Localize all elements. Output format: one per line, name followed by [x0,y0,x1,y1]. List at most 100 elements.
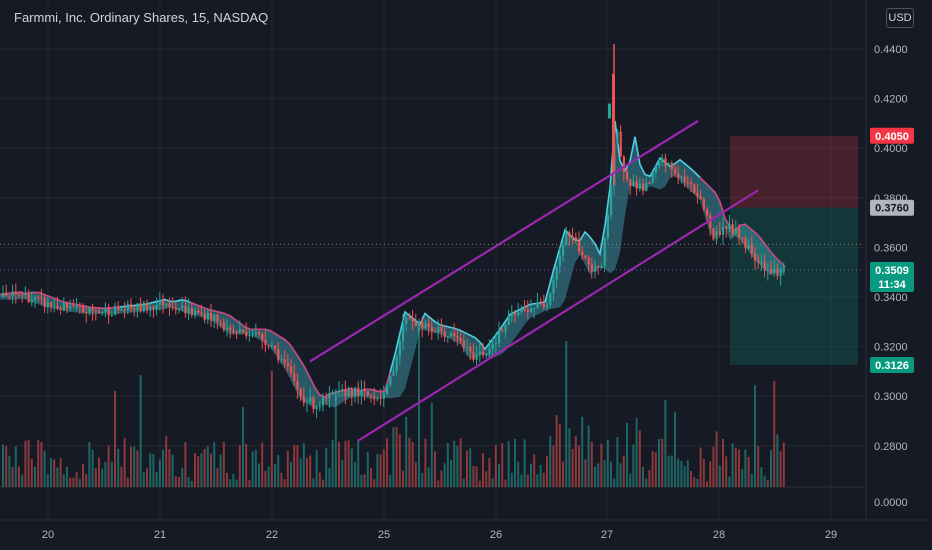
candle-body [731,224,734,235]
volume-bar [712,446,715,487]
volume-bar [539,465,542,487]
candle-body [482,351,485,356]
volume-bar [696,478,699,487]
candle-body [670,163,673,169]
candle-body [616,131,619,145]
volume-bar [136,450,139,487]
candle-body [213,314,216,321]
volume-bar [139,375,142,487]
volume-bar [699,447,702,487]
volume-bar [405,417,408,487]
candle-body [706,209,709,216]
candle-body [395,356,398,371]
candle-body [466,347,469,349]
candle-body [216,314,219,322]
candle-body [421,321,424,329]
candle-body [664,158,667,166]
volume-bar [222,441,225,487]
volume-bar [619,463,622,487]
volume-bar [11,467,14,487]
volume-bar [680,461,683,487]
candle-body [619,131,622,157]
volume-bar [155,471,158,487]
volume-bar [382,449,385,487]
volume-bar [510,472,513,487]
candle-body [581,251,584,256]
candle-body [725,226,728,229]
candle-body [469,347,472,352]
candle-body [254,332,257,335]
candle-body [709,215,712,229]
volume-bar [667,455,670,487]
candle-body [8,295,11,297]
volume-bar [290,462,292,487]
volume-bar [165,436,168,487]
volume-bar [494,445,497,487]
volume-bar [171,454,174,487]
candle-body [30,299,33,303]
y-tick-label: 0.3600 [874,242,908,254]
volume-bar [757,445,760,487]
volume-bar [744,449,747,487]
volume-bar [398,434,401,487]
candle-body [507,316,510,325]
candle-body [584,255,587,258]
candle-body [549,293,552,305]
volume-bar [773,380,776,487]
volume-bar [162,449,164,487]
volume-bar [709,461,712,487]
target-price-tag-bg [870,356,914,373]
volume-bar [254,449,257,487]
candle-body [443,331,446,337]
candle-body [485,353,488,356]
volume-bar [190,480,193,487]
candle-body [229,327,232,331]
y-tick-label: 0.2800 [874,441,908,453]
volume-bar [488,458,491,487]
volume-bar [674,411,676,487]
candle-body [782,268,785,270]
volume-bar [661,438,664,487]
volume-bar [741,469,744,487]
volume-bar [437,480,440,487]
volume-bar [664,399,667,487]
candle-body [693,184,696,193]
candle-body [606,215,609,239]
candle-body [411,318,414,322]
x-tick-label: 28 [713,529,725,541]
volume-bar [622,455,625,487]
volume-bar [123,437,126,487]
volume-bar [114,391,116,487]
volume-bar [456,445,459,487]
volume-bar [152,453,155,487]
candle-body [174,307,177,310]
candle-body [258,332,261,334]
y-tick-label: 0.3000 [874,391,908,403]
volume-bar [706,481,708,487]
volume-bar [738,449,740,487]
volume-bar [226,472,228,487]
volume-bar [322,479,324,487]
volume-bar [258,463,260,487]
volume-bar [587,425,590,487]
candle-body [322,397,325,406]
volume-bar [446,443,449,487]
candle-body [574,237,577,241]
candle-body [597,266,600,268]
volume-bar [533,454,536,487]
candle-body [446,336,449,338]
candle-body [750,244,753,254]
volume-bar [94,468,97,487]
candle-body [286,362,289,367]
candle-body [747,244,750,249]
currency-button[interactable]: USD [886,8,914,28]
candle-body [526,309,529,313]
candle-body [677,173,680,178]
candle-body [14,291,17,295]
volume-bar [325,447,328,487]
volume-bar [526,474,529,487]
candle-body [75,305,78,308]
volume-bar [635,418,638,487]
